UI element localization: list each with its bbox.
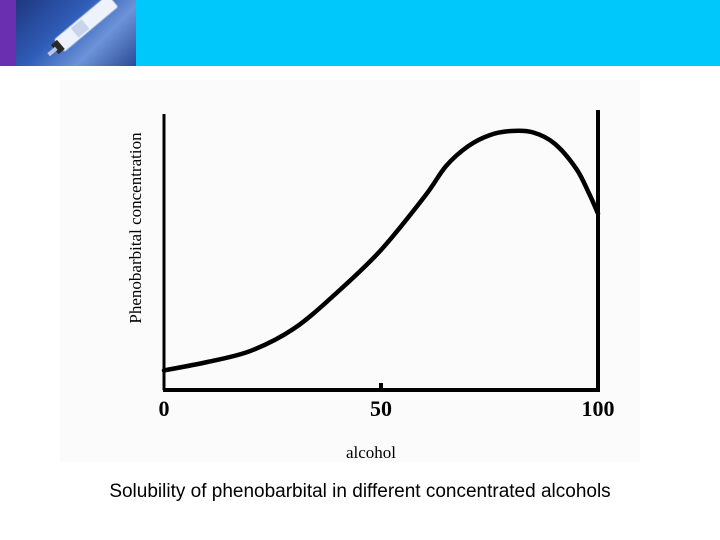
chart-marks: [161, 128, 601, 373]
chart-labels: Phenobarbital concentration alcohol: [126, 132, 396, 462]
logo-accent-stripe: [0, 0, 16, 66]
x-axis-label: alcohol: [346, 443, 396, 462]
top-banner: [136, 0, 720, 66]
x-tick-label-100: 100: [582, 396, 615, 421]
top-banner-bar: [0, 0, 720, 66]
syringe-icon: [0, 0, 136, 66]
y-axis-label: Phenobarbital concentration: [126, 132, 145, 324]
x-tick-label-0: 0: [159, 396, 170, 421]
x-tick-label-50: 50: [370, 396, 392, 421]
chart-axes: 0 50 100: [159, 110, 615, 421]
chart-panel: 0 50 100 Phenobarbital concentration alcoh…: [60, 80, 640, 462]
figure-caption: Solubility of phenobarbital in different…: [109, 481, 611, 502]
syringe-illustration: [47, 0, 118, 57]
solubility-chart: 0 50 100 Phenobarbital concentration alcoh…: [126, 110, 615, 462]
solubility-curve-line: [161, 128, 601, 373]
